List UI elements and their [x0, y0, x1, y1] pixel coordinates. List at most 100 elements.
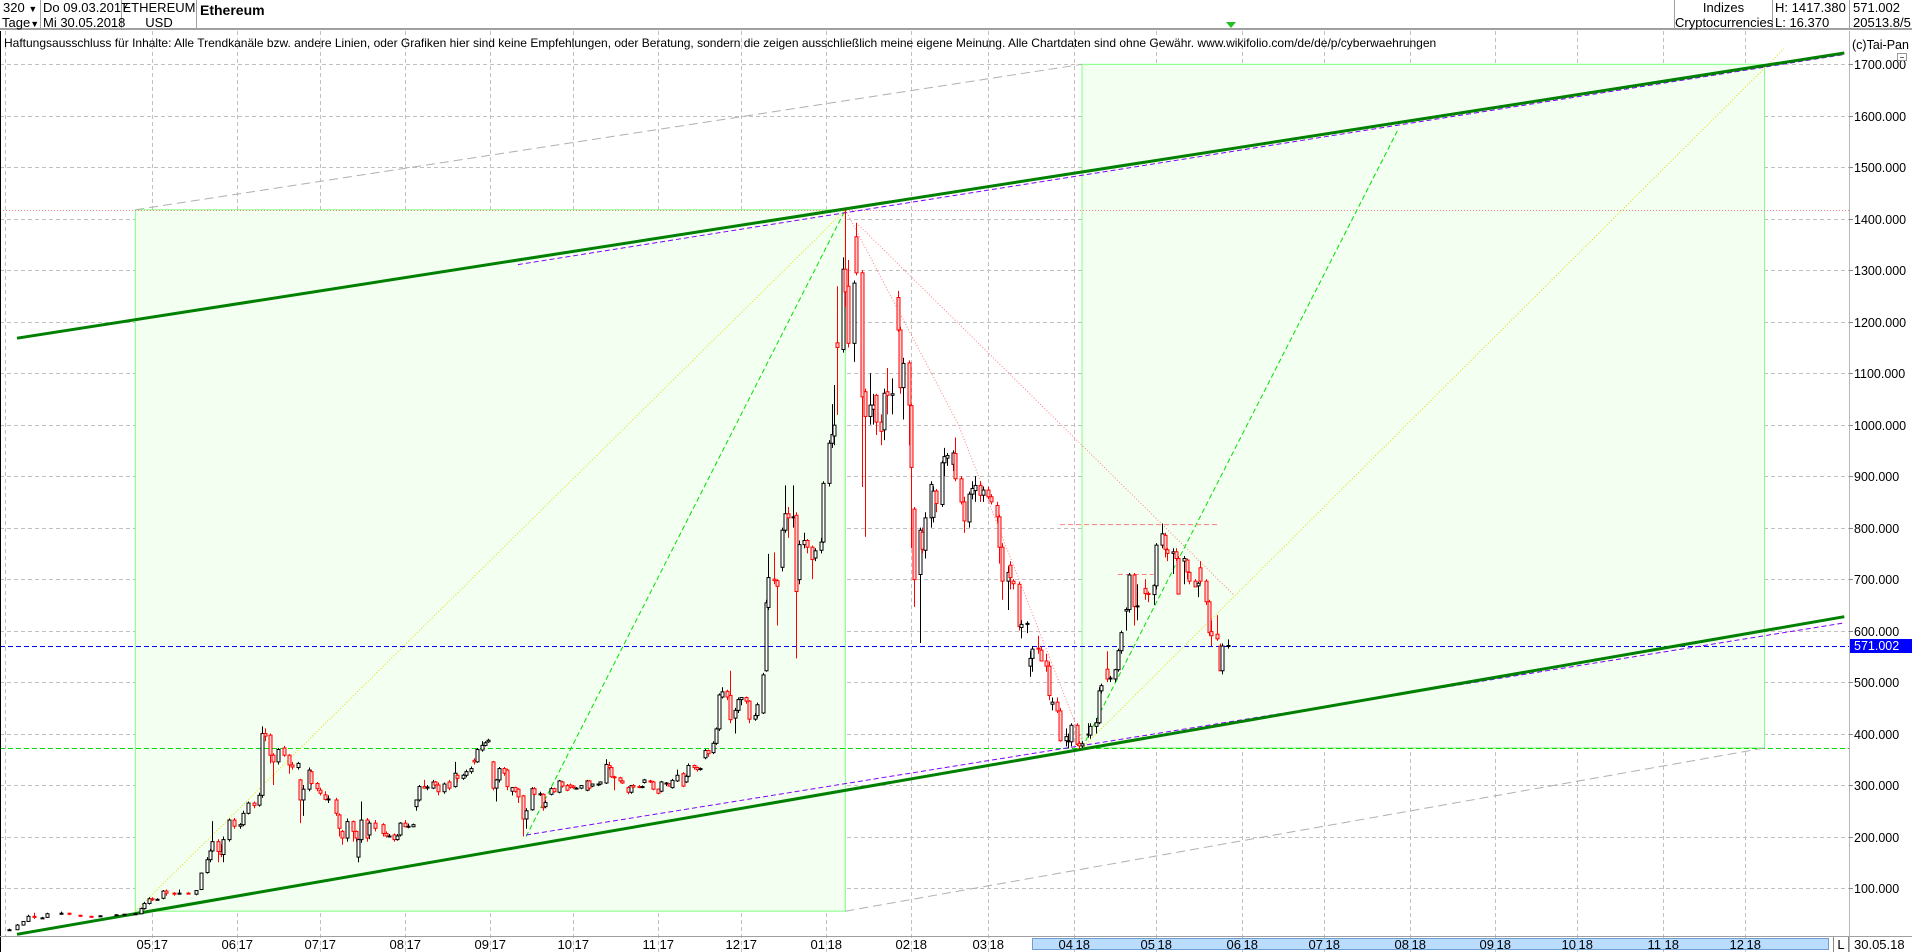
candle-body — [1050, 701, 1055, 705]
candle-body — [447, 781, 452, 789]
category: Indizes Cryptocurrencies — [1674, 0, 1774, 30]
y-tick-label: 100.000 — [1854, 882, 1899, 896]
y-tick-label: 500.000 — [1854, 676, 1899, 690]
candle-body — [1080, 743, 1085, 747]
candle-body — [1036, 647, 1041, 650]
y-tick-label: 400.000 — [1854, 728, 1899, 742]
y-tick-label: 1700.000 — [1854, 58, 1906, 72]
minimize-icon[interactable] — [1897, 53, 1907, 61]
candle-body — [309, 771, 314, 784]
candle-body — [620, 780, 625, 784]
candle-body — [1154, 544, 1159, 587]
candle-body — [574, 787, 579, 790]
volume-value: 20513.8/5 — [1853, 15, 1911, 29]
candle-body — [1075, 724, 1080, 745]
candle-body — [1135, 605, 1140, 608]
bar-count-select[interactable]: 320 ▼ — [0, 0, 41, 15]
candle-body — [461, 774, 466, 779]
candle-body — [227, 819, 232, 841]
candle-body — [1017, 583, 1022, 627]
candle-body — [387, 835, 392, 838]
candle-body — [455, 774, 460, 779]
drawing-line — [1081, 48, 1785, 749]
x-tick-year: 18 — [989, 937, 1004, 952]
candle-body — [238, 824, 243, 827]
candle-body — [598, 781, 603, 785]
drawing-line — [526, 622, 1845, 836]
candle-body — [89, 915, 94, 918]
candle-body — [684, 775, 689, 783]
x-tick-year: 18 — [1664, 937, 1679, 952]
candle-body — [923, 517, 928, 551]
candle-body — [959, 478, 964, 503]
y-tick-label: 1300.000 — [1854, 264, 1906, 278]
x-tick-month: 01 — [810, 937, 825, 952]
last-price-label: 571.002 — [1850, 639, 1912, 653]
chevron-down-icon: ▼ — [30, 19, 40, 29]
candle-body — [26, 915, 31, 922]
category-subgroup: Cryptocurrencies — [1675, 15, 1774, 30]
period-select[interactable]: Tage▼ — [0, 15, 41, 30]
disclaimer: Haftungsausschluss für Inhalte: Alle Tre… — [4, 36, 1437, 50]
candle-body — [15, 924, 20, 931]
drawing-box — [134, 209, 846, 912]
x-tick-month: 10 — [1561, 937, 1576, 952]
candle-body — [698, 768, 703, 771]
y-tick-label: 300.000 — [1854, 779, 1899, 793]
candle-body — [967, 493, 972, 523]
chart-title: Ethereum — [200, 2, 265, 18]
candle-body — [411, 824, 416, 828]
candle-body — [670, 779, 675, 789]
candle-body — [1207, 601, 1212, 634]
candle-body — [898, 329, 903, 389]
x-tick-year: 18 — [912, 937, 927, 952]
candle-body — [1025, 622, 1030, 625]
x-tick-year: 18 — [1411, 937, 1426, 952]
candles — [7, 209, 1231, 932]
x-tick-year: 18 — [1496, 937, 1511, 952]
drawing-line — [1081, 128, 1399, 749]
l-button[interactable]: L — [1833, 937, 1849, 952]
candle-body — [469, 768, 474, 773]
candle-body — [337, 814, 342, 829]
bar-count: 320 — [3, 0, 25, 15]
date-to: Mi 30.05.2018 — [43, 15, 126, 30]
candle-body — [560, 781, 565, 787]
drawing-line — [525, 209, 846, 837]
candle-body — [318, 789, 323, 794]
x-tick-year: 17 — [153, 937, 168, 952]
candle-body — [780, 529, 785, 568]
candle-body — [1116, 650, 1121, 671]
candle-body — [909, 405, 914, 468]
candle-body — [813, 550, 818, 559]
candle-body — [1174, 551, 1179, 560]
candle-body — [1039, 649, 1044, 662]
y-tick-label: 1100.000 — [1854, 367, 1905, 381]
candle-body — [268, 734, 273, 756]
drawing-line — [856, 222, 1234, 595]
candle-body — [475, 749, 480, 763]
candle-body — [521, 795, 526, 820]
candle-body — [271, 754, 276, 763]
candle-body — [552, 788, 557, 793]
candle-body — [287, 754, 292, 766]
candle-body — [648, 780, 653, 783]
candle-body — [177, 892, 182, 895]
candle-body — [761, 674, 766, 714]
x-tick-month: 06 — [221, 937, 236, 952]
candle-body — [1094, 722, 1099, 727]
candle-body — [260, 733, 265, 796]
candle-body — [832, 424, 837, 437]
candle-body — [150, 898, 155, 901]
candle-body — [797, 544, 802, 581]
candle-body — [1132, 574, 1137, 607]
candle-body — [753, 715, 758, 720]
time-scrollbar[interactable] — [1032, 938, 1829, 950]
candle-body — [717, 694, 722, 730]
candle-body — [766, 577, 771, 608]
candle-body — [414, 799, 419, 808]
candle-body — [1055, 701, 1060, 712]
candle-body — [970, 488, 975, 495]
candle-body — [764, 602, 769, 672]
candle-body — [480, 744, 485, 751]
